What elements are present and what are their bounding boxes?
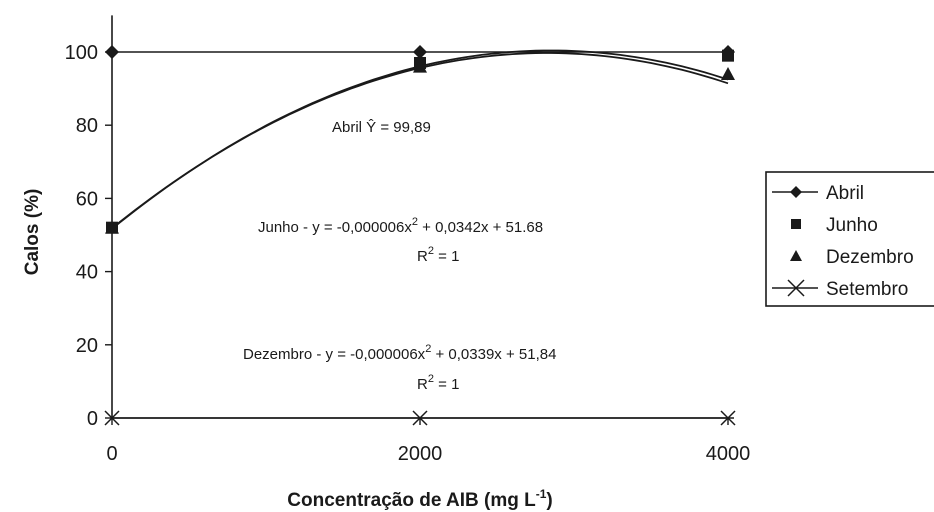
marker-x-stroke: [787, 279, 805, 297]
series-dezembro-point: [721, 66, 735, 80]
series-junho-point: [722, 49, 734, 62]
legend: Abril Junho Dezembro Setembro: [765, 171, 934, 307]
y-tick-label: 60: [76, 188, 98, 210]
series-junho-fit-curve: [111, 49, 729, 230]
marker-x-stroke: [720, 410, 736, 426]
legend-junho-marker: [791, 219, 801, 229]
axes: 0 20 40 60 80 100 0 2000 4000: [65, 15, 751, 465]
series-setembro-point: [104, 410, 120, 426]
legend-dezembro-label: Dezembro: [826, 247, 914, 268]
x-tick-label: 4000: [706, 443, 751, 465]
y-tick-label: 40: [76, 262, 98, 284]
annotation-dezembro-r2: R2 = 1: [417, 373, 459, 393]
series-dezembro-fit-curve: [111, 52, 729, 230]
annotation-junho-equation: Junho - y = -0,000006x2 + 0,0342x + 51.6…: [258, 216, 543, 236]
legend-junho-label: Junho: [826, 215, 878, 236]
marker-x-stroke: [412, 410, 428, 426]
y-tick-label: 80: [76, 115, 98, 137]
series-abril-point: [105, 45, 119, 59]
series-setembro-point: [412, 410, 428, 426]
y-tick-label: 20: [76, 335, 98, 357]
y-axis-title: Calos (%): [22, 189, 43, 276]
legend-dezembro-marker: [790, 250, 802, 261]
y-tick-label: 100: [65, 42, 98, 64]
x-tick-label: 2000: [398, 443, 443, 465]
annotation-dezembro-equation: Dezembro - y = -0,000006x2 + 0,0339x + 5…: [243, 343, 556, 363]
series-dezembro-point: [413, 59, 427, 73]
marker-x-stroke: [104, 410, 120, 426]
legend-abril-marker: [790, 186, 802, 198]
legend-setembro-label: Setembro: [826, 279, 908, 300]
legend-setembro-marker: [787, 279, 805, 297]
annotation-abril-equation: Abril Ŷ = 99,89: [332, 119, 431, 136]
legend-abril-label: Abril: [826, 183, 864, 204]
series-dezembro-point: [105, 220, 119, 234]
x-axis-title: Concentração de AIB (mg L-1): [287, 487, 552, 511]
series-abril-point: [413, 45, 427, 59]
plot-marks: [104, 45, 736, 426]
y-tick-label: 0: [87, 408, 98, 430]
series-setembro-point: [720, 410, 736, 426]
x-tick-label: 0: [106, 443, 117, 465]
annotation-junho-r2: R2 = 1: [417, 245, 459, 265]
